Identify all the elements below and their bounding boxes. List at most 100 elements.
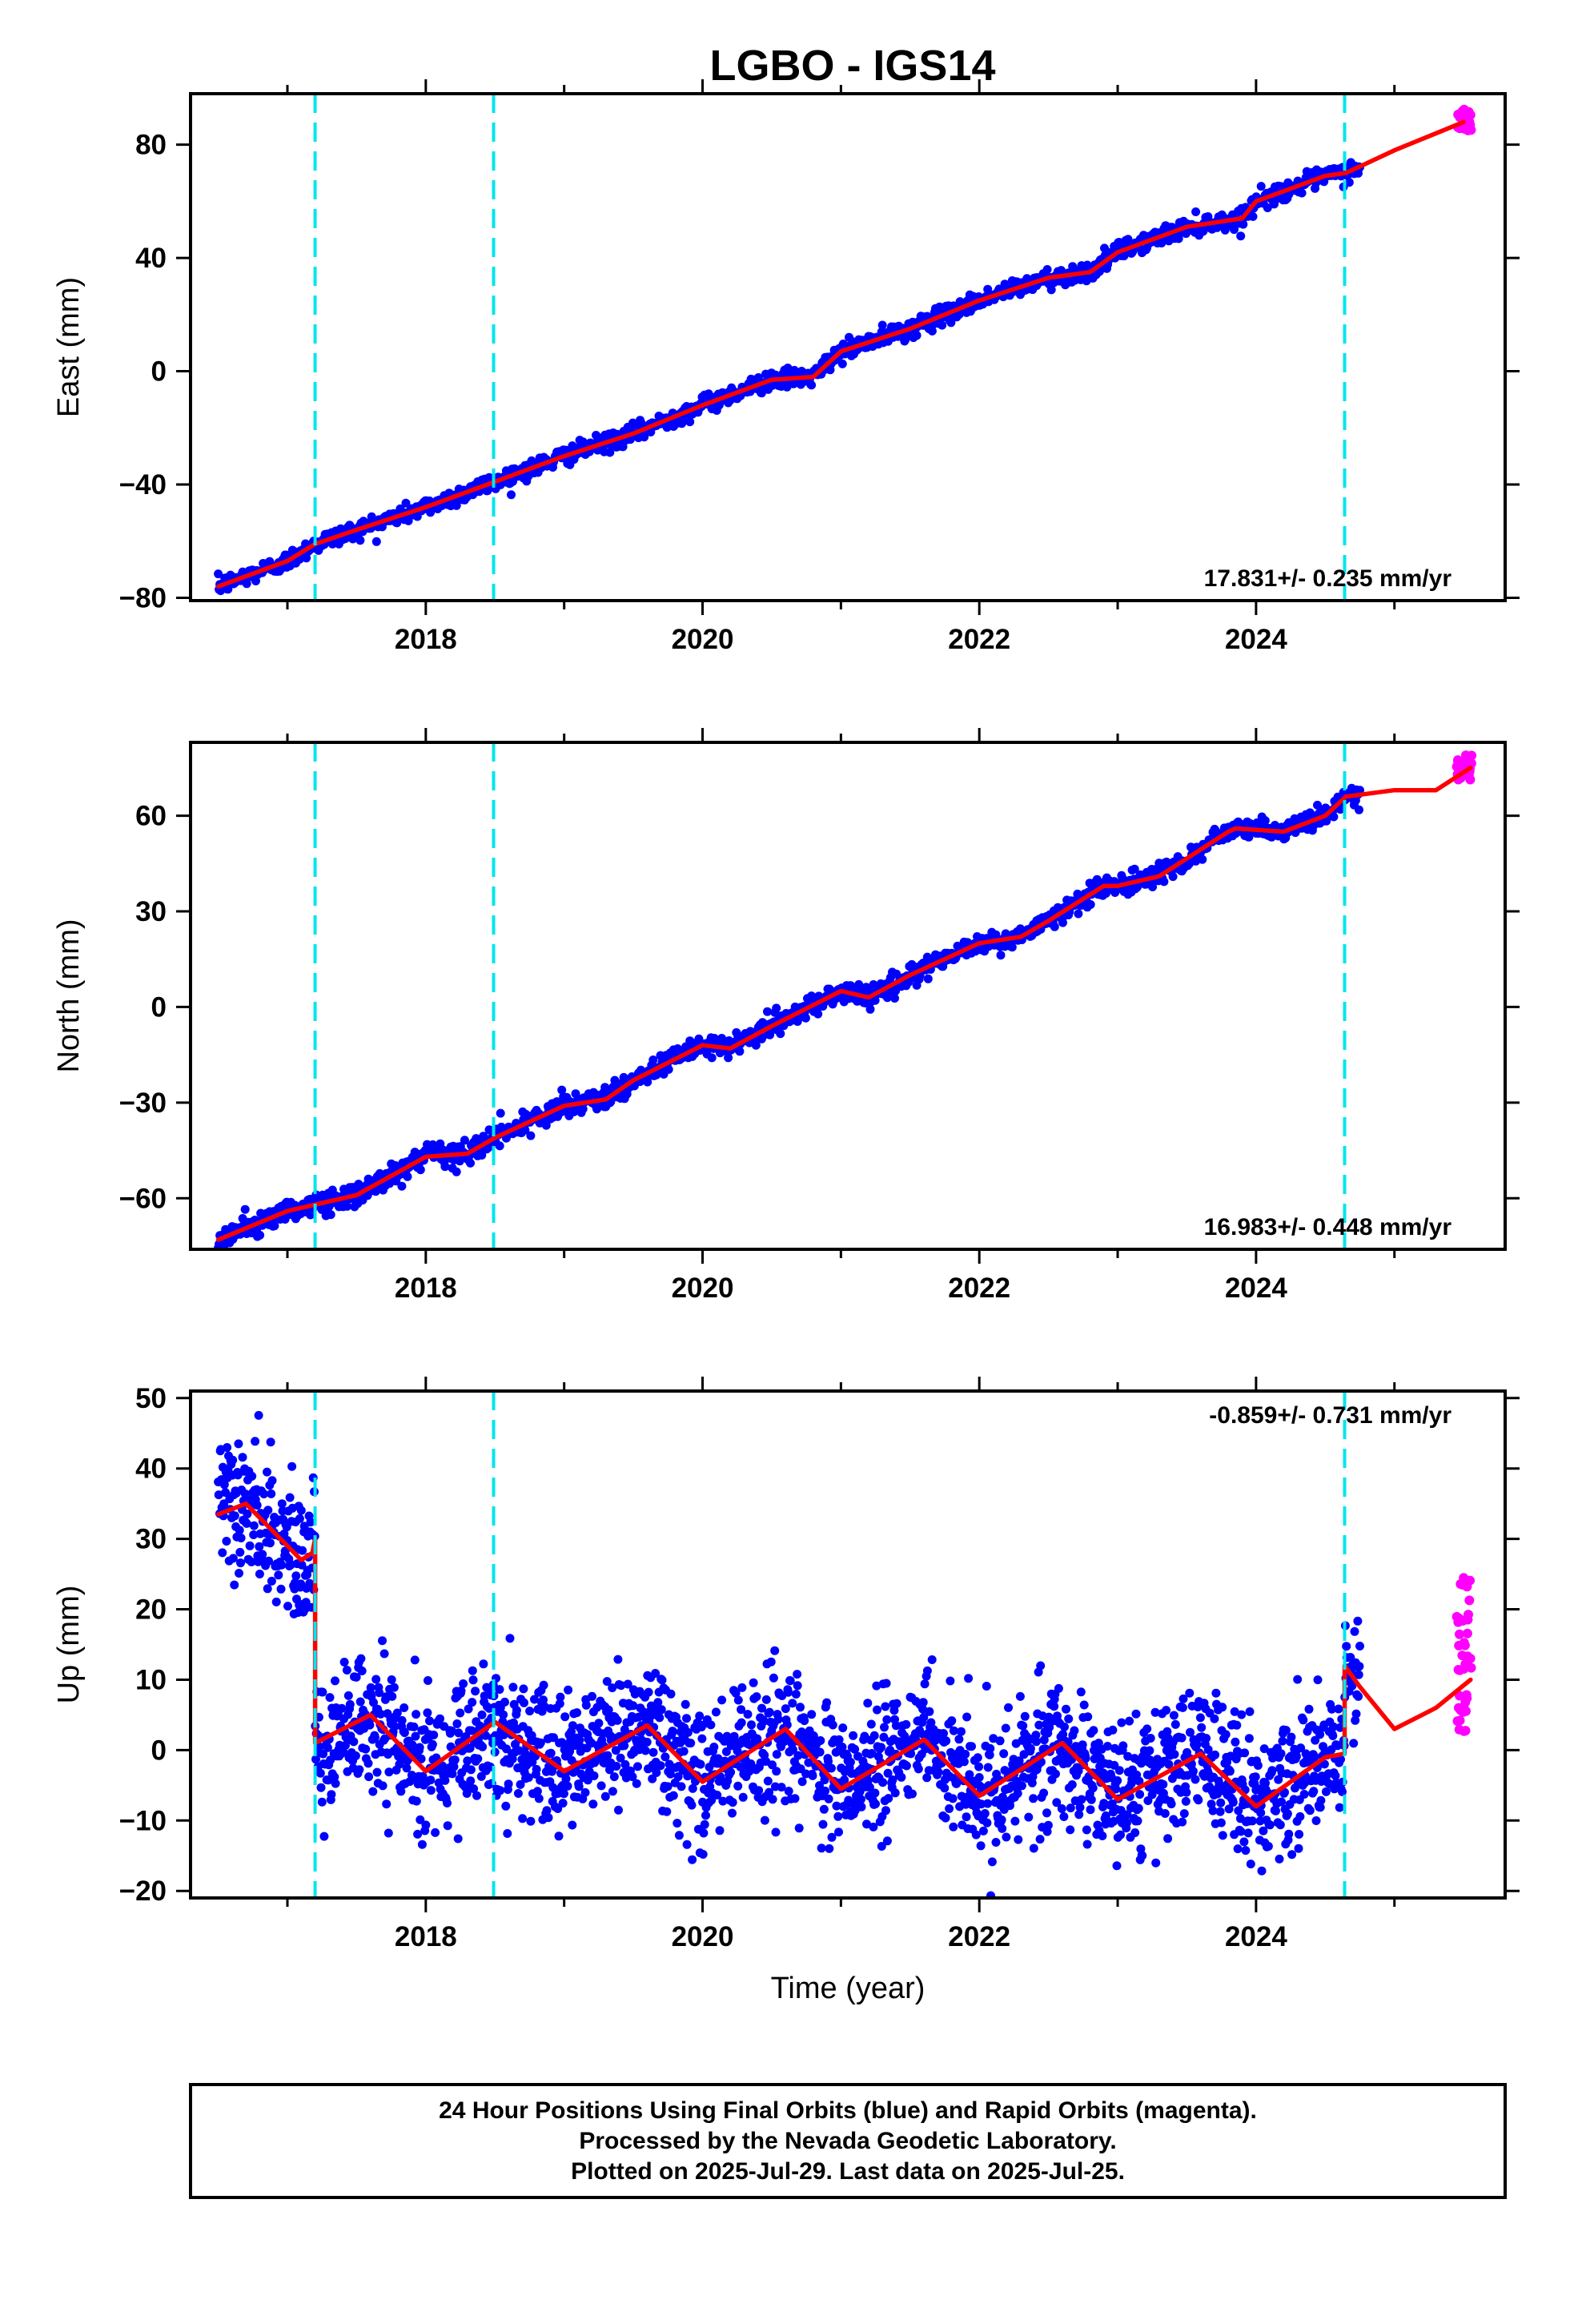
east-y-axis-label: East (mm) [52, 277, 86, 417]
final-orbit-point [1169, 1711, 1178, 1720]
final-orbit-point [389, 1683, 399, 1692]
final-orbit-point [580, 1787, 590, 1797]
final-orbit-point [501, 1801, 511, 1811]
final-orbit-point [1086, 1805, 1095, 1815]
final-orbit-point [443, 1821, 452, 1831]
final-orbit-point [473, 1754, 483, 1763]
final-orbit-point [496, 1786, 505, 1795]
final-orbit-point [263, 1467, 271, 1477]
final-orbit-point [974, 1762, 984, 1771]
final-orbit-point [973, 1753, 982, 1763]
final-orbit-point [478, 1742, 488, 1751]
final-orbit-point [733, 1781, 743, 1791]
final-orbit-point [1195, 1713, 1205, 1723]
final-orbit-point [265, 1538, 275, 1548]
final-orbit-point [791, 1690, 801, 1699]
final-orbit-point [1236, 1827, 1246, 1836]
final-orbit-point [375, 1688, 384, 1698]
final-orbit-point [919, 1713, 929, 1722]
up-plot-area [214, 1391, 1476, 1898]
final-orbit-point [588, 1691, 596, 1701]
final-orbit-point [331, 1676, 339, 1686]
up-final-orbit-points [214, 1410, 1364, 1898]
final-orbit-point [838, 1723, 848, 1733]
final-orbit-point [581, 1700, 591, 1710]
final-orbit-point [815, 1781, 824, 1791]
final-orbit-point [426, 1775, 436, 1785]
final-orbit-point [376, 1709, 385, 1719]
final-orbit-point [643, 1077, 652, 1087]
final-orbit-point [651, 1669, 661, 1678]
final-orbit-point [881, 1702, 890, 1711]
final-orbit-point [343, 1691, 353, 1700]
x-tick-label: 2018 [395, 624, 457, 655]
final-orbit-point [436, 1714, 444, 1723]
final-orbit-point [982, 1818, 992, 1827]
final-orbit-point [351, 1672, 361, 1682]
final-orbit-point [707, 1053, 717, 1063]
final-orbit-point [867, 1749, 877, 1758]
final-orbit-point [985, 1750, 994, 1759]
final-orbit-point [1036, 1661, 1046, 1671]
final-orbit-point [1163, 1834, 1173, 1844]
final-orbit-point [794, 1823, 804, 1833]
final-orbit-point [819, 1804, 829, 1814]
final-orbit-point [263, 1506, 273, 1515]
final-orbit-point [1151, 1858, 1161, 1868]
final-orbit-point [1221, 1730, 1231, 1739]
final-orbit-point [1178, 1694, 1188, 1703]
final-orbit-point [318, 1687, 327, 1697]
final-orbit-point [267, 1576, 276, 1586]
final-orbit-point [1034, 1720, 1044, 1730]
final-orbit-point [447, 1726, 456, 1735]
y-tick-label: 60 [135, 801, 167, 832]
final-orbit-point [663, 1782, 673, 1791]
final-orbit-point [657, 1675, 667, 1685]
final-orbit-point [889, 1706, 899, 1715]
final-orbit-point [242, 1518, 251, 1528]
east-rapid-orbit-points [1453, 104, 1476, 135]
final-orbit-point [1243, 1828, 1253, 1838]
final-orbit-point [546, 1748, 556, 1758]
final-orbit-point [371, 1675, 381, 1684]
final-orbit-point [1211, 1750, 1220, 1759]
final-orbit-point [784, 1687, 793, 1697]
final-orbit-point [1218, 1831, 1227, 1840]
final-orbit-point [616, 1753, 625, 1763]
final-orbit-point [221, 1488, 231, 1498]
final-orbit-point [986, 1891, 995, 1898]
final-orbit-point [378, 1636, 387, 1646]
final-orbit-point [443, 1799, 452, 1807]
final-orbit-point [790, 1794, 800, 1803]
final-orbit-point [648, 1747, 658, 1757]
final-orbit-point [1213, 1789, 1223, 1799]
final-orbit-point [453, 1834, 463, 1844]
final-orbit-point [800, 1716, 809, 1726]
final-orbit-point [471, 1687, 480, 1696]
final-orbit-point [772, 1767, 781, 1776]
final-orbit-point [416, 1165, 425, 1175]
final-orbit-point [513, 1789, 523, 1798]
final-orbit-point [965, 1770, 974, 1779]
final-orbit-point [236, 1534, 246, 1542]
final-orbit-point [628, 1701, 638, 1711]
final-orbit-point [837, 1743, 847, 1751]
final-orbit-point [602, 1677, 612, 1687]
final-orbit-point [477, 1710, 487, 1719]
y-tick-label: −80 [119, 582, 167, 613]
final-orbit-point [255, 1542, 264, 1551]
final-orbit-point [620, 1759, 630, 1769]
final-orbit-point [881, 1679, 891, 1688]
east-frame [189, 92, 1507, 602]
final-orbit-point [1004, 1703, 1013, 1712]
final-orbit-point [695, 1711, 705, 1721]
final-orbit-point [277, 1560, 287, 1570]
final-orbit-point [1014, 1835, 1023, 1844]
final-orbit-point [519, 1684, 528, 1694]
rapid-orbit-point [1453, 756, 1464, 766]
final-orbit-point [526, 1131, 536, 1140]
final-orbit-point [923, 974, 933, 983]
final-orbit-point [632, 1779, 641, 1788]
final-orbit-point [472, 1791, 481, 1800]
final-orbit-point [258, 1550, 267, 1559]
